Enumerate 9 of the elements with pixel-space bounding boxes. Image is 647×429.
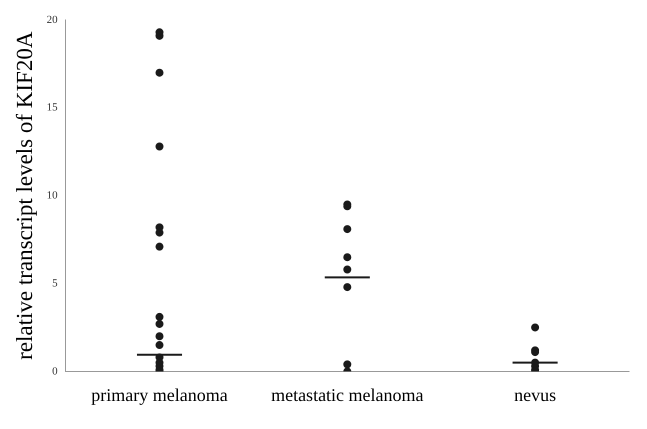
y-tick-label: 15	[46, 102, 58, 114]
y-tick-label: 20	[46, 14, 58, 26]
y-tick-label: 5	[52, 277, 58, 290]
x-tick-label: metastatic melanoma	[271, 384, 424, 405]
y-axis-title: relative transcript levels of KIF20A	[12, 31, 37, 360]
y-tick-label: 0	[52, 365, 58, 378]
x-tick-label: primary melanoma	[91, 384, 228, 405]
y-tick-label: 10	[46, 190, 58, 202]
x-tick-label: nevus	[514, 384, 556, 405]
